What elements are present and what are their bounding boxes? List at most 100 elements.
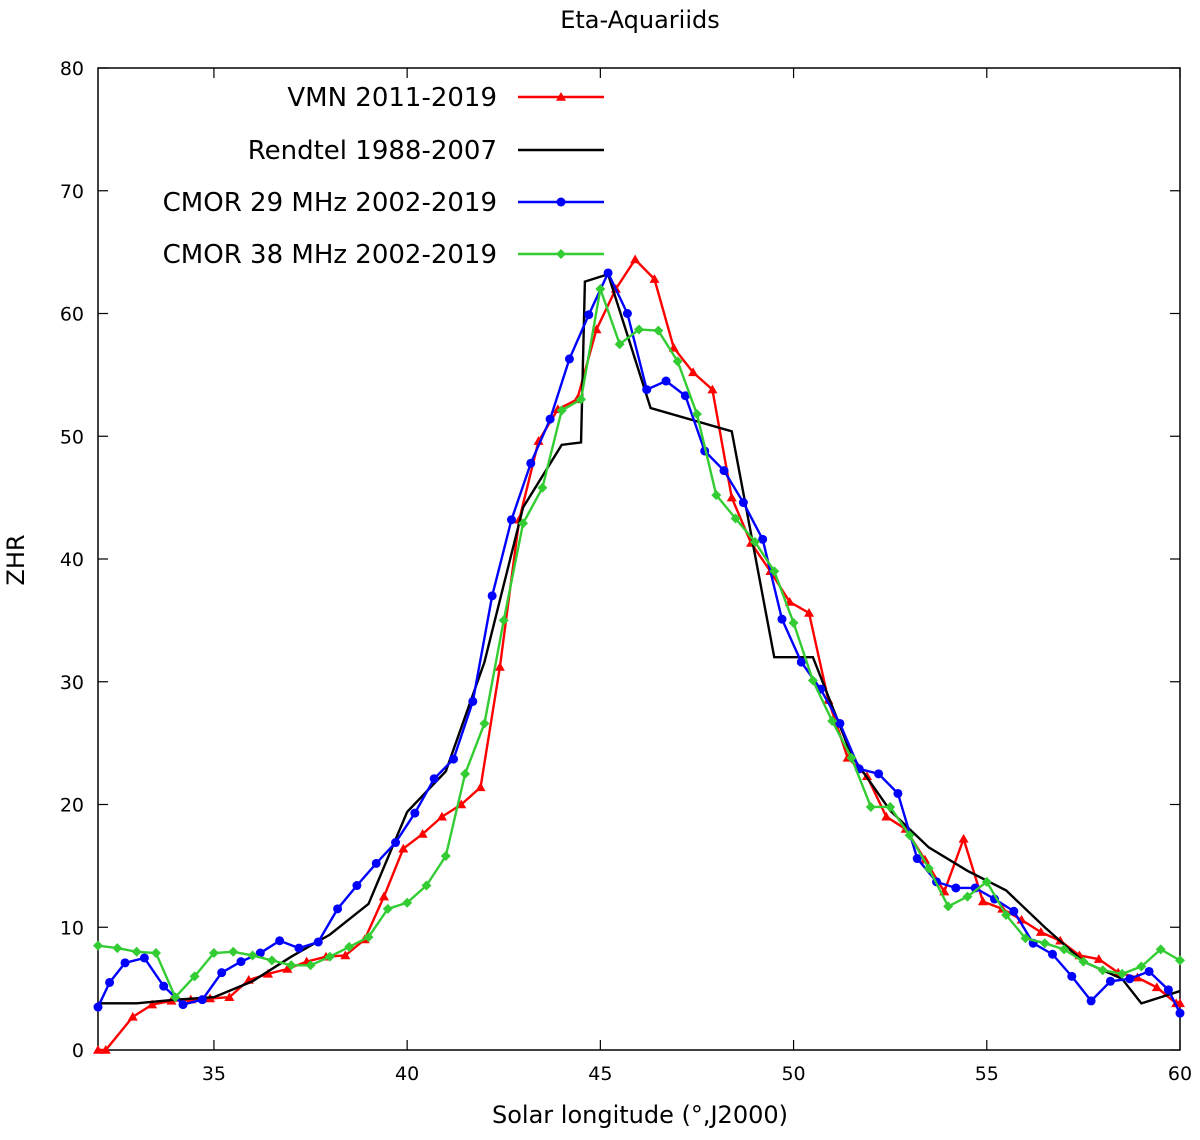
data-point <box>962 891 973 902</box>
y-tick-label: 40 <box>60 549 84 571</box>
data-point <box>305 960 316 971</box>
data-point <box>1059 944 1070 955</box>
data-point <box>981 876 992 887</box>
data-point <box>595 283 606 294</box>
data-point <box>100 1045 111 1054</box>
data-point <box>1163 985 1173 995</box>
data-point <box>556 197 566 207</box>
data-point <box>749 536 760 547</box>
data-point <box>228 946 239 957</box>
data-point <box>688 367 699 377</box>
data-point <box>460 768 471 779</box>
axes: 35 40 45 50 55 60 0 10 20 30 40 50 60 70 80 <box>60 58 1192 1085</box>
data-point <box>189 971 200 982</box>
data-point <box>1175 1008 1185 1018</box>
data-point <box>440 851 451 862</box>
data-point <box>324 951 335 962</box>
data-point <box>178 1000 188 1010</box>
x-tick-label: 60 <box>1168 1063 1192 1085</box>
data-point <box>1175 998 1185 1008</box>
series-3 <box>93 268 1185 1018</box>
data-point <box>726 492 737 502</box>
data-point <box>421 880 432 891</box>
data-point <box>294 943 304 953</box>
data-point <box>263 968 274 978</box>
data-point <box>436 811 447 821</box>
data-point <box>398 843 409 853</box>
data-point <box>556 92 566 101</box>
data-point <box>769 566 780 577</box>
data-point <box>147 999 158 1009</box>
x-tick-label: 45 <box>588 1063 612 1085</box>
data-point <box>506 515 516 525</box>
data-point <box>634 324 644 335</box>
data-point <box>208 948 219 959</box>
data-point <box>835 718 845 728</box>
data-point <box>885 801 896 812</box>
legend-label: CMOR 38 MHz 2002-2019 <box>163 240 497 270</box>
data-point <box>475 782 486 792</box>
data-point <box>556 405 567 416</box>
data-point <box>537 482 548 493</box>
data-point <box>556 249 566 259</box>
data-point <box>1067 971 1077 981</box>
series-line <box>98 257 1180 1052</box>
data-point <box>576 394 587 405</box>
data-point <box>282 963 293 973</box>
data-point <box>105 977 115 987</box>
data-point <box>1009 906 1019 916</box>
data-point <box>1047 949 1057 959</box>
data-point <box>614 339 625 350</box>
data-point <box>1001 909 1012 920</box>
data-point <box>881 811 892 821</box>
data-point <box>545 414 555 424</box>
data-point <box>730 513 741 524</box>
data-point <box>1078 956 1089 967</box>
data-point <box>275 936 285 946</box>
data-point <box>943 901 954 912</box>
legend-label: CMOR 29 MHz 2002-2019 <box>163 188 497 218</box>
legend: VMN 2011-2019 Rendtel 1988-2007 CMOR 29 MH… <box>163 83 604 270</box>
series-line <box>96 270 1182 1014</box>
data-point <box>526 458 536 468</box>
data-point <box>649 274 660 283</box>
data-point <box>93 940 103 951</box>
data-point <box>378 891 389 901</box>
data-point <box>738 498 748 508</box>
data-point <box>1144 966 1154 976</box>
chart-title: Eta-Aquariids <box>560 6 720 34</box>
data-point <box>410 808 420 818</box>
data-point <box>120 958 130 968</box>
data-point <box>286 960 297 971</box>
data-point <box>1125 974 1135 984</box>
data-point <box>197 995 207 1005</box>
data-point <box>1175 955 1185 966</box>
data-point <box>131 946 142 957</box>
y-tick-label: 70 <box>60 181 84 203</box>
data-point <box>217 968 227 978</box>
data-point <box>429 774 439 784</box>
data-point <box>170 992 181 1003</box>
data-point <box>150 948 161 959</box>
data-point <box>1105 976 1115 986</box>
data-point <box>758 534 768 544</box>
data-point <box>498 615 509 626</box>
data-point <box>93 1045 103 1054</box>
data-point <box>1020 933 1031 944</box>
data-point <box>344 941 355 952</box>
data-point <box>1086 996 1096 1006</box>
data-point <box>564 354 574 364</box>
data-point <box>391 838 401 848</box>
data-point <box>653 325 664 336</box>
data-point <box>630 254 641 264</box>
data-point <box>622 309 632 318</box>
y-tick-label: 30 <box>60 672 84 694</box>
data-point <box>139 953 149 963</box>
data-point <box>711 490 722 501</box>
data-point <box>1155 944 1166 955</box>
data-point <box>402 897 413 908</box>
data-point <box>977 896 988 906</box>
data-point <box>603 268 613 278</box>
data-point <box>494 662 505 671</box>
data-point <box>642 385 652 395</box>
